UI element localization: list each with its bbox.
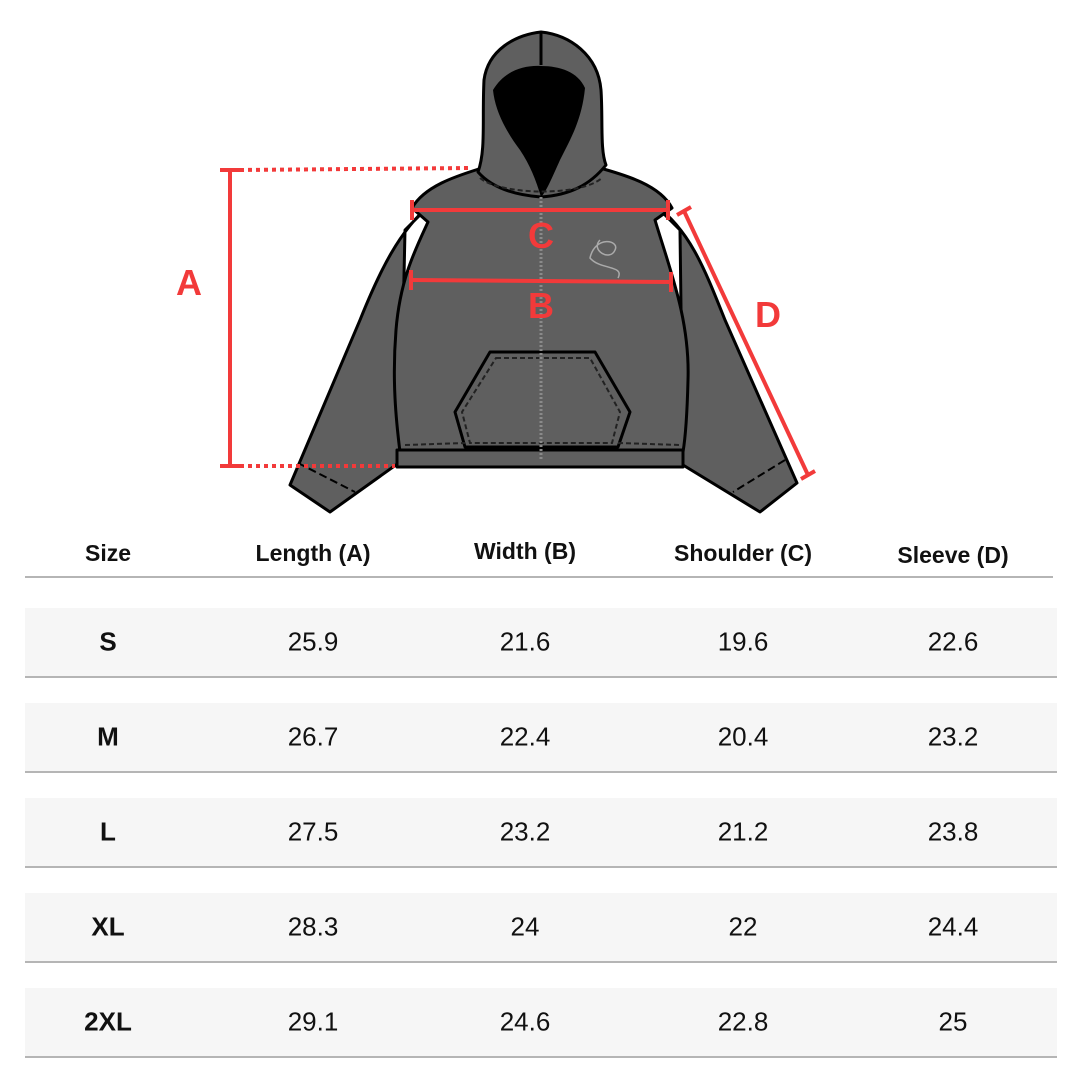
measurement-cell: 21.6 xyxy=(499,626,551,657)
header-length: Length (A) xyxy=(255,540,371,566)
table-row: M 26.7 22.4 20.4 23.2 xyxy=(25,703,1057,773)
measurement-cell: 28.3 xyxy=(287,911,339,942)
measurement-cell: 29.1 xyxy=(287,1006,339,1037)
table-row: 2XL 29.1 24.6 22.8 25 xyxy=(25,988,1057,1058)
measurement-cell: 24.6 xyxy=(499,1006,551,1037)
measurement-cell: 23.2 xyxy=(927,721,979,752)
header-sleeve: Sleeve (D) xyxy=(897,542,1009,568)
header-width: Width (B) xyxy=(474,538,576,564)
right-sleeve xyxy=(653,203,799,514)
size-cell: 2XL xyxy=(84,1006,132,1037)
measurement-cell: 22.8 xyxy=(717,1006,769,1037)
left-sleeve xyxy=(288,203,432,514)
measurement-cell: 24.4 xyxy=(927,911,979,942)
measurement-cell: 21.2 xyxy=(717,816,769,847)
table-row: L 27.5 23.2 21.2 23.8 xyxy=(25,798,1057,868)
header-size: Size xyxy=(84,540,132,566)
measurement-cell: 25 xyxy=(938,1006,968,1037)
pocket xyxy=(453,350,632,449)
size-cell: S xyxy=(99,626,117,657)
measurement-cell: 22.4 xyxy=(499,721,551,752)
measurement-cell: 22.6 xyxy=(927,626,979,657)
header-divider xyxy=(25,576,1053,578)
size-cell: L xyxy=(100,816,116,847)
measurement-cell: 19.6 xyxy=(717,626,769,657)
size-cell: XL xyxy=(91,911,125,942)
width-line xyxy=(410,278,672,284)
label-c: C xyxy=(528,215,554,256)
measurement-cell: 23.2 xyxy=(499,816,551,847)
sleeve-line xyxy=(682,210,810,476)
table-row: S 25.9 21.6 19.6 22.6 xyxy=(25,608,1057,678)
measurement-cell: 27.5 xyxy=(287,816,339,847)
label-d: D xyxy=(755,294,781,335)
chest-logo xyxy=(589,239,620,279)
label-a: A xyxy=(176,262,202,303)
size-cell: M xyxy=(97,721,119,752)
measurement-cell: 26.7 xyxy=(287,721,339,752)
label-b: B xyxy=(528,285,554,326)
table-row: XL 28.3 24 22 24.4 xyxy=(25,893,1057,963)
measurement-cell: 22 xyxy=(728,911,758,942)
measurement-cell: 23.8 xyxy=(927,816,979,847)
measurement-cell: 25.9 xyxy=(287,626,339,657)
header-shoulder: Shoulder (C) xyxy=(674,540,812,566)
measurement-cell: 24 xyxy=(510,911,540,942)
measurement-cell: 20.4 xyxy=(717,721,769,752)
hood-opening xyxy=(493,65,585,197)
hoodie-diagram: A C B D xyxy=(176,30,816,514)
